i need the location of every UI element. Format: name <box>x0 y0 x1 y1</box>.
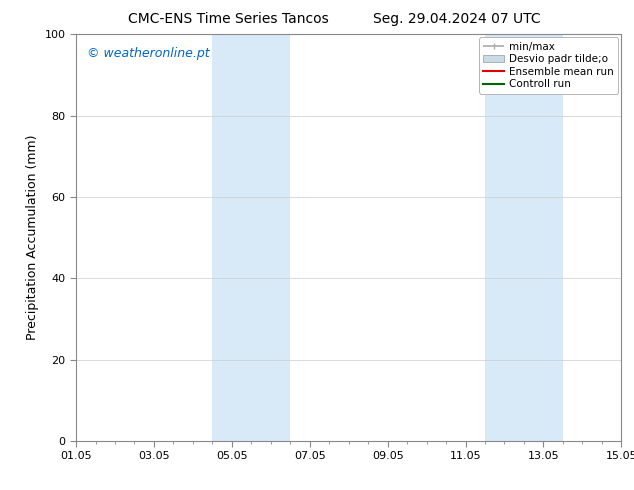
Bar <box>212 34 290 441</box>
Text: CMC-ENS Time Series Tancos: CMC-ENS Time Series Tancos <box>128 12 328 26</box>
Bar <box>485 34 563 441</box>
Text: © weatheronline.pt: © weatheronline.pt <box>87 47 210 59</box>
Text: Seg. 29.04.2024 07 UTC: Seg. 29.04.2024 07 UTC <box>373 12 540 26</box>
Legend: min/max, Desvio padr tilde;o, Ensemble mean run, Controll run: min/max, Desvio padr tilde;o, Ensemble m… <box>479 37 618 94</box>
Y-axis label: Precipitation Accumulation (mm): Precipitation Accumulation (mm) <box>26 135 39 341</box>
